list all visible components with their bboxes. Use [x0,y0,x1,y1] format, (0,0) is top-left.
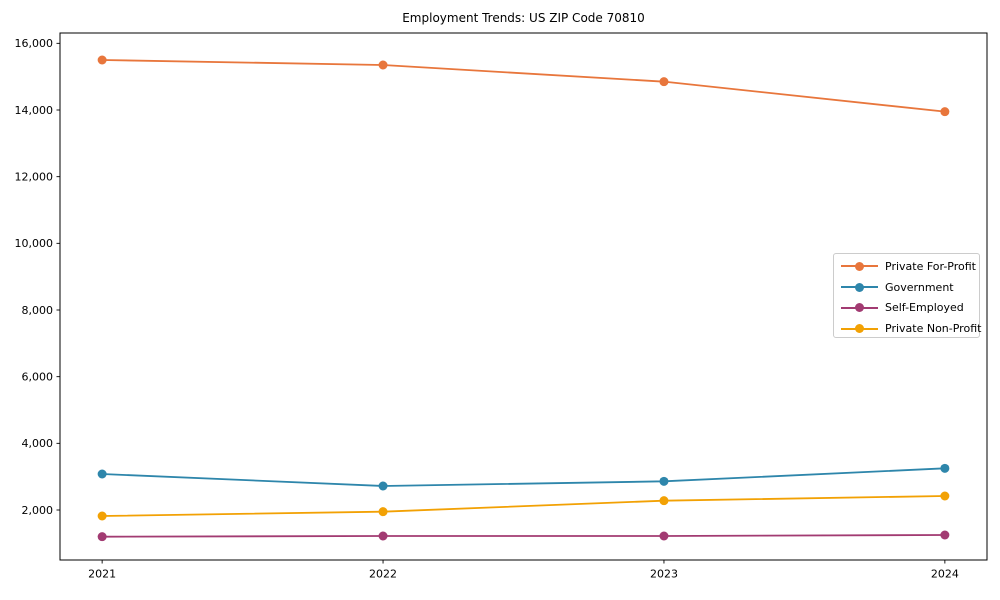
legend-item-government: Government [834,277,979,298]
legend-label-government: Government [885,280,954,294]
axes-spines [59,32,988,561]
x-tick-label: 2021 [88,568,116,581]
y-tick-label: 4,000 [22,437,54,450]
legend-item-private-non-profit: Private Non-Profit [834,318,982,339]
data-point-marker [940,530,950,540]
legend-marker-dot [855,282,864,292]
data-point-marker [97,469,107,479]
x-tick-label: 2023 [650,568,678,581]
data-point-marker [378,60,388,70]
legend-label-private-non-profit: Private Non-Profit [885,322,982,336]
data-point-marker [659,476,669,486]
legend-marker-dot [855,324,864,334]
legend-label-self-employed: Self-Employed [885,301,964,315]
legend-line-marker-sample [841,301,878,315]
legend-marker-dot [855,303,864,313]
y-tick-label: 16,000 [15,37,54,50]
data-point-marker [378,507,388,517]
data-point-marker [659,77,669,87]
chart-legend: Private For-Profit Government Self-Emplo… [833,253,982,339]
data-point-marker [378,531,388,541]
legend-item-self-employed: Self-Employed [834,298,979,319]
data-point-marker [940,491,950,501]
x-tick-label: 2024 [931,568,959,581]
data-point-marker [940,463,950,473]
legend-marker-dot [855,261,864,271]
data-point-marker [97,511,107,521]
y-tick-label: 6,000 [22,370,54,383]
x-tick-label: 2022 [369,568,397,581]
data-point-marker [97,532,107,542]
data-point-marker [378,481,388,491]
series-line-self-employed [101,534,946,538]
legend-item-private-for-profit: Private For-Profit [834,256,979,277]
legend-line-marker-sample [841,259,878,273]
y-tick-label: 12,000 [15,170,54,183]
data-point-marker [940,107,950,117]
series-line-government [101,467,946,487]
y-tick-label: 2,000 [22,504,54,517]
y-tick-label: 14,000 [15,104,54,117]
data-point-marker [659,496,669,506]
series-line-private-non-profit [101,495,946,517]
legend-line-marker-sample [841,322,878,336]
legend-line-marker-sample [841,280,878,294]
y-tick-label: 8,000 [22,304,54,317]
data-point-marker [97,55,107,65]
legend-label-private-for-profit: Private For-Profit [885,259,976,273]
chart-title: Employment Trends: US ZIP Code 70810 [402,11,645,25]
data-point-marker [659,531,669,541]
y-tick-label: 10,000 [15,237,54,250]
series-line-private-for-profit [101,59,946,113]
